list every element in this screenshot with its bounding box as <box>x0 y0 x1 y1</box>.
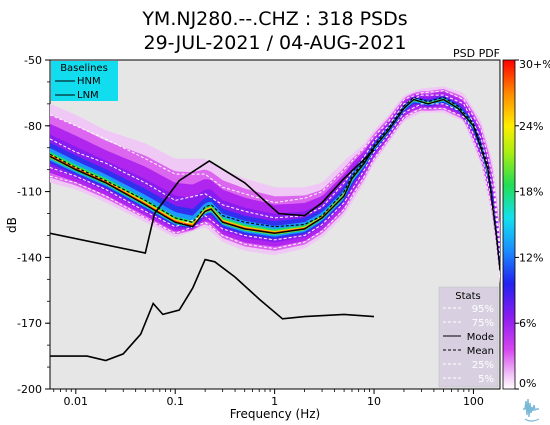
chart-title-line1: YM.NJ280.--.CHZ : 318 PSDs <box>141 8 407 30</box>
colorbar-tick-label: 30+% <box>519 58 550 71</box>
colorbar-tick-label: 0% <box>519 377 536 390</box>
psd-pdf-label: PSD PDF <box>453 47 500 60</box>
x-tick-label: 0.1 <box>166 395 184 408</box>
colorbar-tick-label: 6% <box>519 317 536 330</box>
series-line-25pct <box>50 103 500 275</box>
pdf-density-layer-4 <box>50 96 500 274</box>
series-line-lnm <box>50 258 375 362</box>
y-axis-label: dB <box>5 217 19 233</box>
colorbar-tick-label: 24% <box>519 120 543 133</box>
baselines-legend: Baselines HNM LNM <box>51 61 118 101</box>
x-axis-label: Frequency (Hz) <box>230 407 321 421</box>
stats-legend: Stats 95% 75% Mode Mean 25% 5% <box>438 286 499 388</box>
colorbar-tick-label: 12% <box>519 251 543 264</box>
stats-legend-label: 25% <box>472 360 494 371</box>
stats-legend-label: Mean <box>467 346 494 357</box>
series-line-mode <box>50 98 500 271</box>
y-tick-label: -50 <box>24 54 42 67</box>
series-line-hnm <box>50 149 375 254</box>
pdf-density-layer-2 <box>50 91 500 279</box>
x-tick-label: 1 <box>271 395 278 408</box>
baselines-legend-title: Baselines <box>60 63 108 74</box>
y-tick-label: -200 <box>17 383 42 396</box>
waveform-logo-icon <box>523 398 540 422</box>
x-tick-label: 10 <box>367 395 381 408</box>
y-tick-label: -110 <box>17 186 42 199</box>
stats-legend-label: 95% <box>472 304 494 315</box>
x-tick-label: 0.01 <box>64 395 89 408</box>
chart-title-line2: 29-JUL-2021 / 04-AUG-2021 <box>144 32 407 54</box>
series-line-mean <box>50 96 500 267</box>
lnm-legend-label: LNM <box>77 90 99 101</box>
series-line-95pct <box>50 90 500 247</box>
colorbar <box>502 59 516 390</box>
stats-legend-label: 5% <box>478 374 494 385</box>
stats-legend-title: Stats <box>455 291 481 302</box>
y-tick-label: -140 <box>17 251 42 264</box>
hnm-legend-label: HNM <box>77 76 101 87</box>
y-tick-label: -80 <box>24 120 42 133</box>
stats-legend-box <box>438 286 499 388</box>
series-line-75pct <box>50 94 500 258</box>
stats-legend-label: Mode <box>467 332 494 343</box>
y-tick-label: -170 <box>17 317 42 330</box>
x-tick-label: 100 <box>463 395 484 408</box>
colorbar-tick-label: 18% <box>519 186 543 199</box>
stats-legend-label: 75% <box>472 318 494 329</box>
series-line-5pct <box>50 107 500 280</box>
